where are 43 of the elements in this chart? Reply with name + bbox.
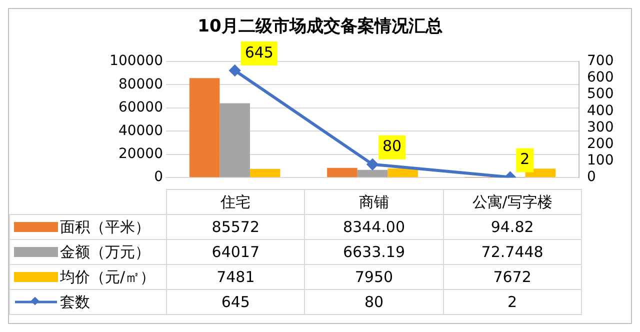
y2-tick-label: 200	[587, 136, 614, 152]
y-tick-label: 20000	[118, 146, 163, 162]
y-tick-label: 0	[154, 169, 163, 186]
bar	[327, 168, 358, 178]
text: 80	[382, 137, 402, 156]
data-label: 94.82	[443, 214, 582, 240]
y-tick-label: 80000	[118, 76, 163, 92]
text: 645	[244, 43, 274, 62]
data-label: 645	[166, 290, 305, 314]
bar	[357, 170, 388, 178]
y-tick-label: 60000	[118, 100, 163, 116]
data-label: 80	[304, 290, 444, 314]
data-label: 64017	[166, 240, 305, 264]
data-label: 7481	[166, 264, 305, 290]
bar	[388, 168, 418, 178]
y2-tick-label: 700	[587, 53, 614, 70]
data-label: 6633.19	[304, 240, 444, 264]
data-label: 7672	[443, 264, 582, 290]
bar	[250, 168, 280, 178]
y2-tick-label: 500	[587, 86, 614, 102]
data-label: 72.7448	[443, 240, 582, 264]
y-tick-label: 100000	[110, 53, 163, 70]
data-label: 7950	[304, 264, 444, 290]
legend-label: 均价（元/㎡）	[60, 268, 156, 286]
legend-label: 套数	[60, 292, 90, 310]
legend-label: 金额（万元）	[60, 242, 150, 260]
y2-tick-label: 300	[587, 119, 614, 136]
data-label: 85572	[166, 214, 305, 240]
y2-tick-label: 0	[587, 169, 596, 186]
text: 2	[520, 150, 530, 168]
y2-tick-label: 400	[587, 102, 614, 119]
x-tick-label: 住宅	[166, 190, 305, 214]
y2-tick-label: 100	[587, 152, 614, 169]
chart-title: 10月二级市场成交备案情况汇总	[198, 16, 442, 37]
x-tick-label: 商铺	[304, 190, 444, 214]
data-label: 8344.00	[304, 214, 444, 240]
y2-tick-label: 600	[587, 70, 614, 86]
y-tick-label: 40000	[118, 122, 163, 139]
data-label: 2	[443, 290, 582, 314]
bar	[189, 78, 220, 178]
bar	[220, 103, 250, 178]
legend-label: 面积（平米）	[60, 218, 150, 236]
x-tick-label: 公寓/写字楼	[443, 190, 582, 214]
